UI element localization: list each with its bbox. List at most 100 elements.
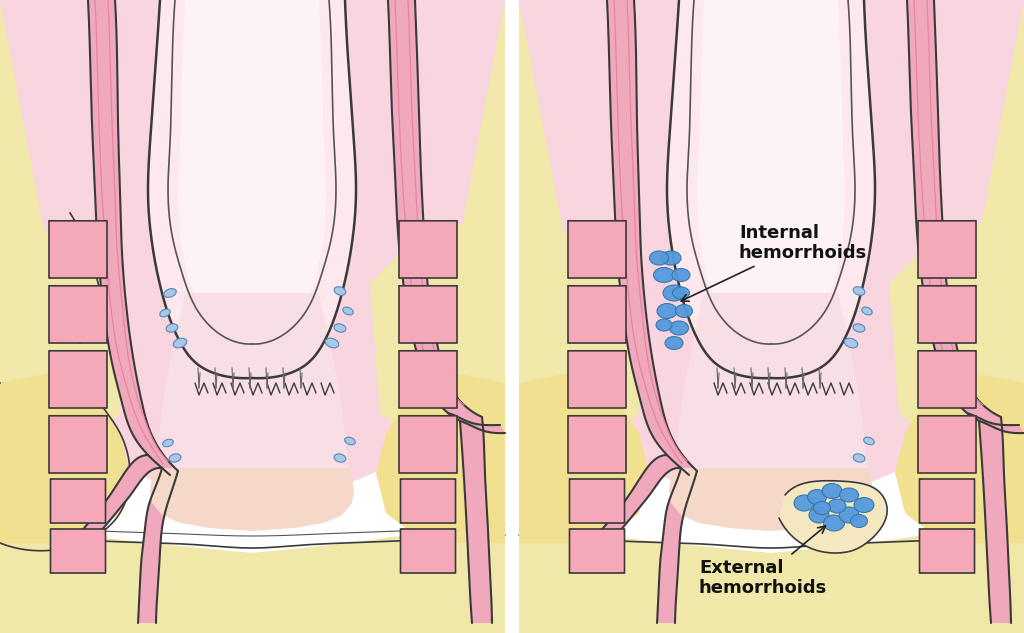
Ellipse shape <box>326 338 339 348</box>
FancyBboxPatch shape <box>568 351 626 408</box>
Ellipse shape <box>163 439 173 447</box>
Ellipse shape <box>794 495 814 511</box>
Ellipse shape <box>662 251 681 265</box>
Ellipse shape <box>649 251 669 265</box>
Ellipse shape <box>844 338 858 348</box>
Polygon shape <box>889 0 1024 453</box>
Ellipse shape <box>828 499 846 513</box>
Ellipse shape <box>173 338 186 348</box>
FancyBboxPatch shape <box>569 479 625 523</box>
Ellipse shape <box>663 285 685 301</box>
Ellipse shape <box>853 287 865 295</box>
Ellipse shape <box>164 289 176 298</box>
Polygon shape <box>519 523 1024 633</box>
Ellipse shape <box>808 489 826 505</box>
Ellipse shape <box>840 488 858 502</box>
Polygon shape <box>0 373 130 543</box>
Ellipse shape <box>863 437 874 445</box>
Polygon shape <box>607 0 697 475</box>
Polygon shape <box>148 0 356 378</box>
Polygon shape <box>155 293 349 511</box>
Ellipse shape <box>839 507 859 523</box>
Polygon shape <box>519 373 649 543</box>
FancyBboxPatch shape <box>568 416 626 473</box>
Polygon shape <box>667 0 874 378</box>
Polygon shape <box>967 413 1024 433</box>
Polygon shape <box>697 0 845 348</box>
Ellipse shape <box>343 307 353 315</box>
Ellipse shape <box>334 324 346 332</box>
Ellipse shape <box>160 309 170 317</box>
Polygon shape <box>0 523 505 633</box>
FancyBboxPatch shape <box>400 479 456 523</box>
Polygon shape <box>674 293 868 511</box>
Ellipse shape <box>653 268 675 282</box>
Text: External
hemorrhoids: External hemorrhoids <box>699 526 827 598</box>
Polygon shape <box>460 417 492 623</box>
Polygon shape <box>669 468 873 531</box>
FancyBboxPatch shape <box>399 351 457 408</box>
FancyBboxPatch shape <box>50 479 105 523</box>
Polygon shape <box>907 0 1001 421</box>
Polygon shape <box>0 0 90 368</box>
FancyBboxPatch shape <box>920 529 975 573</box>
Ellipse shape <box>672 268 690 282</box>
FancyBboxPatch shape <box>49 221 108 278</box>
Ellipse shape <box>656 319 672 331</box>
Polygon shape <box>519 0 609 368</box>
Polygon shape <box>0 0 505 493</box>
Ellipse shape <box>673 287 689 299</box>
Ellipse shape <box>823 515 845 531</box>
Polygon shape <box>415 0 505 368</box>
FancyBboxPatch shape <box>49 285 108 343</box>
FancyBboxPatch shape <box>399 285 457 343</box>
Ellipse shape <box>822 484 842 499</box>
Polygon shape <box>895 373 1024 543</box>
Polygon shape <box>80 455 162 543</box>
FancyBboxPatch shape <box>569 529 625 573</box>
Polygon shape <box>934 0 1024 368</box>
Ellipse shape <box>813 501 830 515</box>
Ellipse shape <box>853 454 865 462</box>
Polygon shape <box>519 0 1024 493</box>
Polygon shape <box>519 0 639 453</box>
Polygon shape <box>88 0 178 475</box>
Polygon shape <box>657 468 697 623</box>
Ellipse shape <box>166 324 178 332</box>
Ellipse shape <box>851 515 867 527</box>
FancyBboxPatch shape <box>920 479 975 523</box>
FancyBboxPatch shape <box>918 351 976 408</box>
Polygon shape <box>178 0 326 348</box>
Polygon shape <box>150 468 354 531</box>
Polygon shape <box>376 373 505 543</box>
Ellipse shape <box>169 454 181 462</box>
FancyBboxPatch shape <box>399 416 457 473</box>
Ellipse shape <box>854 498 874 513</box>
Polygon shape <box>779 481 887 553</box>
FancyBboxPatch shape <box>918 221 976 278</box>
Polygon shape <box>449 413 505 433</box>
Ellipse shape <box>862 307 872 315</box>
Polygon shape <box>370 0 505 453</box>
FancyBboxPatch shape <box>918 416 976 473</box>
Ellipse shape <box>809 507 829 523</box>
Ellipse shape <box>334 287 346 295</box>
FancyBboxPatch shape <box>400 529 456 573</box>
Ellipse shape <box>853 324 865 332</box>
FancyBboxPatch shape <box>918 285 976 343</box>
Polygon shape <box>138 468 178 623</box>
Polygon shape <box>979 417 1011 623</box>
Polygon shape <box>599 455 681 543</box>
Ellipse shape <box>334 454 346 462</box>
FancyBboxPatch shape <box>568 285 626 343</box>
Ellipse shape <box>676 304 692 318</box>
FancyBboxPatch shape <box>399 221 457 278</box>
Polygon shape <box>388 0 482 421</box>
Ellipse shape <box>657 303 677 318</box>
Ellipse shape <box>665 337 683 349</box>
Ellipse shape <box>670 321 688 335</box>
FancyBboxPatch shape <box>49 416 108 473</box>
FancyBboxPatch shape <box>49 351 108 408</box>
Text: Internal
hemorrhoids: Internal hemorrhoids <box>681 223 867 301</box>
Polygon shape <box>0 0 120 453</box>
